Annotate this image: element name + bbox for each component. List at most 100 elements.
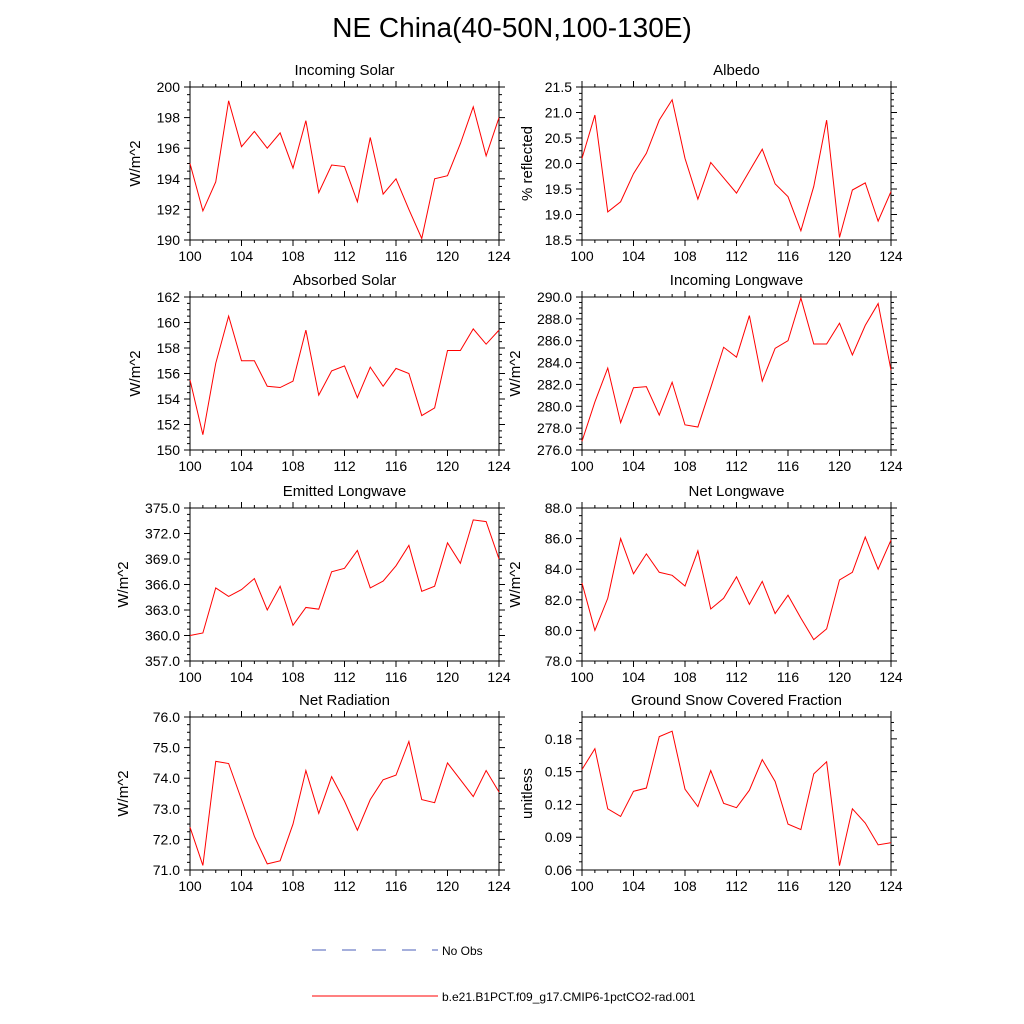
y-tick-label: 192 [157, 201, 181, 217]
series-line [581, 296, 892, 442]
y-axis-label: % reflected [519, 126, 536, 201]
x-tick-label: 124 [487, 248, 511, 264]
x-tick-label: 120 [436, 669, 460, 685]
x-tick-label: 124 [879, 878, 903, 894]
y-tick-label: 278.0 [537, 420, 572, 436]
panel-title: Net Radiation [299, 692, 390, 709]
y-tick-label: 78.0 [545, 653, 572, 669]
x-tick-label: 100 [570, 878, 594, 894]
x-tick-label: 104 [230, 458, 254, 474]
y-tick-label: 369.0 [145, 551, 180, 567]
y-tick-label: 276.0 [537, 442, 572, 458]
y-tick-label: 73.0 [153, 801, 180, 817]
y-tick-label: 88.0 [545, 500, 572, 516]
y-tick-label: 21.5 [545, 79, 572, 95]
y-tick-label: 366.0 [145, 577, 180, 593]
y-tick-label: 284.0 [537, 355, 572, 371]
plot-frame [189, 296, 500, 451]
y-tick-label: 76.0 [153, 709, 180, 725]
y-tick-label: 200 [157, 79, 181, 95]
y-tick-label: 198 [157, 110, 181, 126]
x-tick-label: 120 [436, 878, 460, 894]
x-tick-label: 120 [436, 248, 460, 264]
y-tick-label: 196 [157, 140, 181, 156]
x-tick-label: 112 [725, 458, 748, 474]
x-tick-label: 120 [828, 248, 852, 264]
y-tick-label: 160 [157, 315, 181, 331]
y-tick-label: 21.0 [545, 105, 572, 121]
x-tick-label: 108 [673, 878, 697, 894]
y-tick-label: 286.0 [537, 333, 572, 349]
y-axis-label: W/m^2 [115, 561, 132, 607]
panel-1: 190 192 194 196 198 200 100 104 108 112 116 120 124 I… [127, 62, 511, 264]
y-tick-label: 0.15 [545, 764, 572, 780]
y-axis-label: W/m^2 [115, 770, 132, 816]
y-tick-label: 280.0 [537, 398, 572, 414]
y-axis-label: W/m^2 [507, 350, 524, 396]
x-tick-label: 100 [570, 248, 594, 264]
y-tick-label: 156 [157, 366, 181, 382]
x-tick-label: 104 [622, 669, 646, 685]
panel-7: 71.0 72.0 73.0 74.0 75.0 76.0 100 104 108 112 116 1… [115, 692, 511, 894]
y-tick-label: 154 [157, 391, 181, 407]
x-tick-label: 100 [570, 669, 594, 685]
x-tick-label: 104 [622, 878, 646, 894]
y-tick-label: 158 [157, 340, 181, 356]
x-tick-label: 112 [333, 878, 356, 894]
x-tick-label: 104 [622, 458, 646, 474]
x-tick-label: 112 [333, 669, 356, 685]
panel-6: 78.0 80.0 82.0 84.0 86.0 88.0 100 104 108 112 116 1… [507, 483, 903, 685]
panel-title: Absorbed Solar [293, 272, 396, 289]
panel-title: Incoming Solar [294, 62, 394, 79]
x-tick-label: 104 [230, 669, 254, 685]
x-tick-label: 112 [333, 248, 356, 264]
y-tick-label: 18.5 [545, 232, 572, 248]
y-tick-label: 0.09 [545, 829, 572, 845]
series-line [189, 100, 500, 241]
panel-2: 18.5 19.0 19.5 20.0 20.5 21.0 21.5 100 104 108 112… [519, 62, 903, 264]
y-tick-label: 82.0 [545, 592, 572, 608]
panel-title: Albedo [713, 62, 760, 79]
x-tick-label: 112 [333, 458, 356, 474]
y-axis-label: W/m^2 [507, 561, 524, 607]
x-tick-label: 100 [178, 878, 202, 894]
series-line [581, 535, 892, 641]
y-tick-label: 75.0 [153, 740, 180, 756]
plot-frame [581, 296, 892, 451]
y-tick-label: 288.0 [537, 311, 572, 327]
x-tick-label: 104 [622, 248, 646, 264]
panel-title: Ground Snow Covered Fraction [631, 692, 842, 709]
legend-label: No Obs [442, 944, 483, 958]
figure-title: NE China(40-50N,100-130E) [332, 12, 692, 43]
y-tick-label: 357.0 [145, 653, 180, 669]
legend: No Obs b.e21.B1PCT.f09_g17.CMIP6-1pctCO2-… [312, 944, 696, 1004]
x-tick-label: 100 [178, 669, 202, 685]
x-tick-label: 124 [487, 458, 511, 474]
x-tick-label: 116 [385, 248, 408, 264]
y-tick-label: 84.0 [545, 561, 572, 577]
x-tick-label: 100 [178, 248, 202, 264]
plot-frame [581, 716, 892, 871]
x-tick-label: 124 [487, 669, 511, 685]
series-line [189, 314, 500, 435]
panel-5: 357.0 360.0 363.0 366.0 369.0 372.0 375.0 100 10… [115, 483, 511, 685]
x-tick-label: 116 [777, 669, 800, 685]
y-tick-label: 72.0 [153, 831, 180, 847]
plot-frame [189, 716, 500, 871]
x-tick-label: 112 [725, 878, 748, 894]
panel-title: Net Longwave [689, 483, 785, 500]
panel-title: Incoming Longwave [670, 272, 803, 289]
y-tick-label: 152 [157, 417, 181, 433]
x-tick-label: 108 [281, 669, 305, 685]
x-tick-label: 116 [777, 248, 800, 264]
y-tick-label: 194 [157, 171, 181, 187]
y-axis-label: W/m^2 [127, 350, 144, 396]
y-tick-label: 150 [157, 442, 181, 458]
x-tick-label: 124 [879, 458, 903, 474]
x-tick-label: 124 [879, 248, 903, 264]
y-tick-label: 71.0 [153, 862, 180, 878]
y-tick-label: 19.0 [545, 207, 572, 223]
plot-frame [581, 507, 892, 662]
panel-4: 276.0 278.0 280.0 282.0 284.0 286.0 288.0 290.0… [507, 272, 903, 474]
